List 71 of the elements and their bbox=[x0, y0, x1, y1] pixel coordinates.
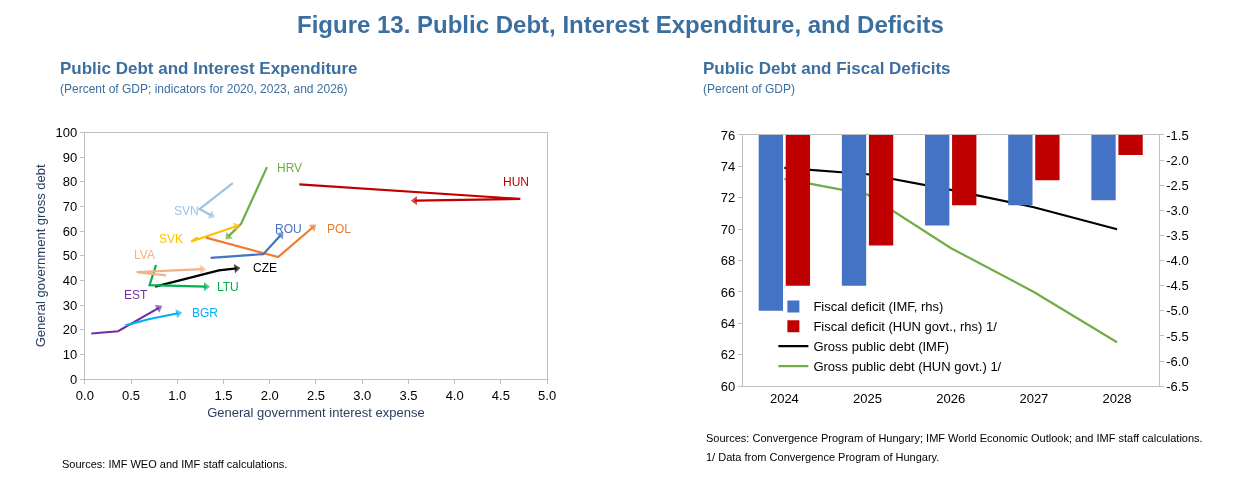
y-tick-label: 62 bbox=[720, 347, 736, 363]
series-label: CZE bbox=[253, 261, 277, 275]
y-tick-label: 70 bbox=[62, 199, 78, 215]
y-tick-label: 74 bbox=[720, 158, 736, 174]
x-tick-label: 2.0 bbox=[260, 387, 279, 403]
caption: Figure 13. Public Debt, Interest Expenditure, and Deficits bbox=[297, 11, 944, 38]
source-note: Sources: Convergence Program of Hungary; IMF World Economic Outlook; and IMF staff calculations. bbox=[706, 432, 1203, 444]
series-label: EST bbox=[124, 288, 149, 302]
y-tick-label: 40 bbox=[62, 273, 78, 289]
y-tick-label: 90 bbox=[62, 149, 78, 165]
y-tick-label: 30 bbox=[62, 297, 78, 313]
y-tick-label: 80 bbox=[62, 174, 78, 190]
chart-title: Public Debt and Fiscal Deficits bbox=[703, 59, 951, 78]
series-label: SVN bbox=[174, 204, 199, 218]
x-tick-label: 0.5 bbox=[122, 387, 141, 403]
chart-title: Public Debt and Interest Expenditure bbox=[60, 59, 358, 78]
y2-tick-label: -6.5 bbox=[1166, 378, 1189, 394]
series-label: HUN bbox=[503, 175, 529, 189]
y-tick-label: 76 bbox=[720, 127, 736, 143]
y2-tick-label: -4.5 bbox=[1166, 278, 1189, 294]
x-tick-label: 2024 bbox=[769, 390, 799, 406]
series-label: SVK bbox=[159, 232, 184, 246]
x-tick-label: 1.0 bbox=[168, 387, 187, 403]
y2-tick-label: -6.0 bbox=[1166, 353, 1189, 369]
y-tick-label: 60 bbox=[720, 378, 736, 394]
x-tick-label: 0.0 bbox=[75, 387, 94, 403]
y2-tick-label: -3.0 bbox=[1166, 202, 1189, 218]
y-tick-label: 68 bbox=[720, 253, 736, 269]
legend-label: Gross public debt (IMF) bbox=[813, 339, 950, 355]
y2-tick-label: -1.5 bbox=[1166, 127, 1189, 143]
y2-tick-label: -2.5 bbox=[1166, 177, 1189, 193]
y2-tick-label: -5.5 bbox=[1166, 328, 1189, 344]
x-tick-label: 2028 bbox=[1102, 390, 1132, 406]
x-tick-label: 3.0 bbox=[353, 387, 372, 403]
y-tick-label: 60 bbox=[62, 223, 78, 239]
legend-label: Gross public debt (HUN govt.) 1/ bbox=[813, 359, 1002, 375]
chart-subtitle: (Percent of GDP; indicators for 2020, 2023, and 2026) bbox=[60, 82, 348, 96]
x-tick-label: 3.5 bbox=[399, 387, 418, 403]
x-tick-label: 4.0 bbox=[445, 387, 464, 403]
text: 1/ Data from Convergence Program of Hungary. bbox=[706, 451, 940, 463]
y-tick-label: 10 bbox=[62, 346, 78, 362]
y-tick-label: 0 bbox=[69, 371, 78, 387]
y-tick-label: 70 bbox=[720, 221, 736, 237]
y-tick-label: 100 bbox=[55, 125, 78, 141]
x-tick-label: 2.5 bbox=[306, 387, 326, 403]
y-axis-title: General government gross debt bbox=[33, 164, 49, 348]
y-tick-label: 50 bbox=[62, 248, 78, 264]
x-axis-title: General government interest expense bbox=[207, 405, 425, 421]
x-tick-label: 2025 bbox=[853, 390, 883, 406]
y2-tick-label: -5.0 bbox=[1166, 303, 1189, 319]
x-tick-label: 1.5 bbox=[214, 387, 233, 403]
y2-tick-label: -3.5 bbox=[1166, 228, 1189, 244]
series-label: HRV bbox=[277, 161, 303, 175]
y-tick-label: 66 bbox=[720, 284, 736, 300]
source-note: Sources: IMF WEO and IMF staff calculations. bbox=[62, 458, 288, 470]
x-tick-label: 4.5 bbox=[491, 387, 510, 403]
y2-tick-label: -2.0 bbox=[1166, 152, 1189, 168]
series-label: BGR bbox=[192, 306, 219, 320]
series-label: POL bbox=[327, 222, 352, 236]
y-tick-label: 72 bbox=[720, 190, 736, 206]
y-tick-label: 20 bbox=[62, 322, 78, 338]
legend-label: Fiscal deficit (IMF, rhs) bbox=[813, 299, 944, 315]
x-tick-label: 2026 bbox=[936, 390, 966, 406]
legend-label: Fiscal deficit (HUN govt., rhs) 1/ bbox=[813, 319, 998, 335]
x-tick-label: 5.0 bbox=[538, 387, 557, 403]
chart-subtitle: (Percent of GDP) bbox=[703, 82, 796, 96]
x-tick-label: 2027 bbox=[1019, 390, 1049, 406]
y2-tick-label: -4.0 bbox=[1166, 253, 1189, 269]
y-tick-label: 64 bbox=[720, 315, 736, 331]
series-label: LVA bbox=[134, 248, 155, 262]
series-label: LTU bbox=[217, 280, 239, 294]
